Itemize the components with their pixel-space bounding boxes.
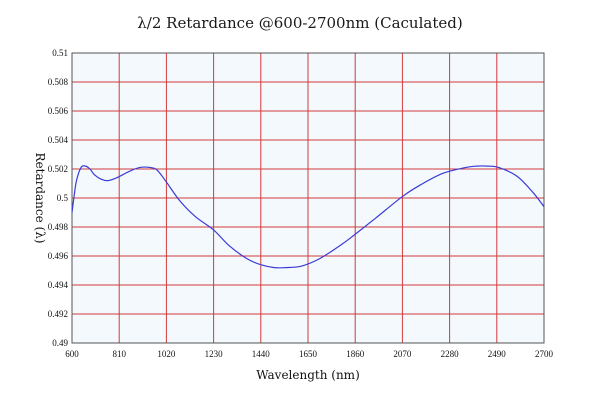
y-tick-label: 0.504 (48, 135, 69, 145)
y-tick-label: 0.5 (57, 193, 69, 203)
x-tick-label: 2280 (441, 349, 460, 359)
y-tick-label: 0.496 (48, 251, 69, 261)
y-axis-ticks: 0.49 0.492 0.494 0.496 0.498 0.5 0.502 0.504 0.5… (48, 48, 69, 348)
y-tick-label: 0.51 (52, 48, 68, 58)
x-axis-label: Wavelength (nm) (256, 368, 360, 382)
y-axis-label: Retardance (λ) (33, 152, 47, 243)
x-axis-ticks: 600 810 1020 1230 1440 1650 1860 2070 2280 2490 27… (65, 349, 553, 359)
chart-title: λ/2 Retardance @600-2700nm (Caculated) (137, 14, 463, 32)
y-tick-label: 0.508 (48, 77, 69, 87)
y-tick-label: 0.498 (48, 222, 69, 232)
x-tick-label: 2070 (393, 349, 412, 359)
x-tick-label: 1650 (299, 349, 318, 359)
retardance-series-line (71, 165, 545, 269)
x-tick-label: 1440 (252, 349, 271, 359)
y-tick-label: 0.49 (52, 338, 68, 348)
y-tick-label: 0.492 (48, 309, 68, 319)
x-tick-label: 600 (65, 349, 79, 359)
x-tick-label: 2490 (488, 349, 507, 359)
y-tick-label: 0.494 (48, 280, 69, 290)
y-tick-label: 0.506 (48, 106, 69, 116)
x-tick-label: 810 (112, 349, 126, 359)
x-tick-label: 1860 (346, 349, 365, 359)
y-tick-label: 0.502 (48, 164, 68, 174)
x-tick-label: 2700 (535, 349, 554, 359)
plot-frame (71, 52, 545, 344)
x-tick-label: 1020 (157, 349, 176, 359)
x-tick-label: 1230 (205, 349, 224, 359)
